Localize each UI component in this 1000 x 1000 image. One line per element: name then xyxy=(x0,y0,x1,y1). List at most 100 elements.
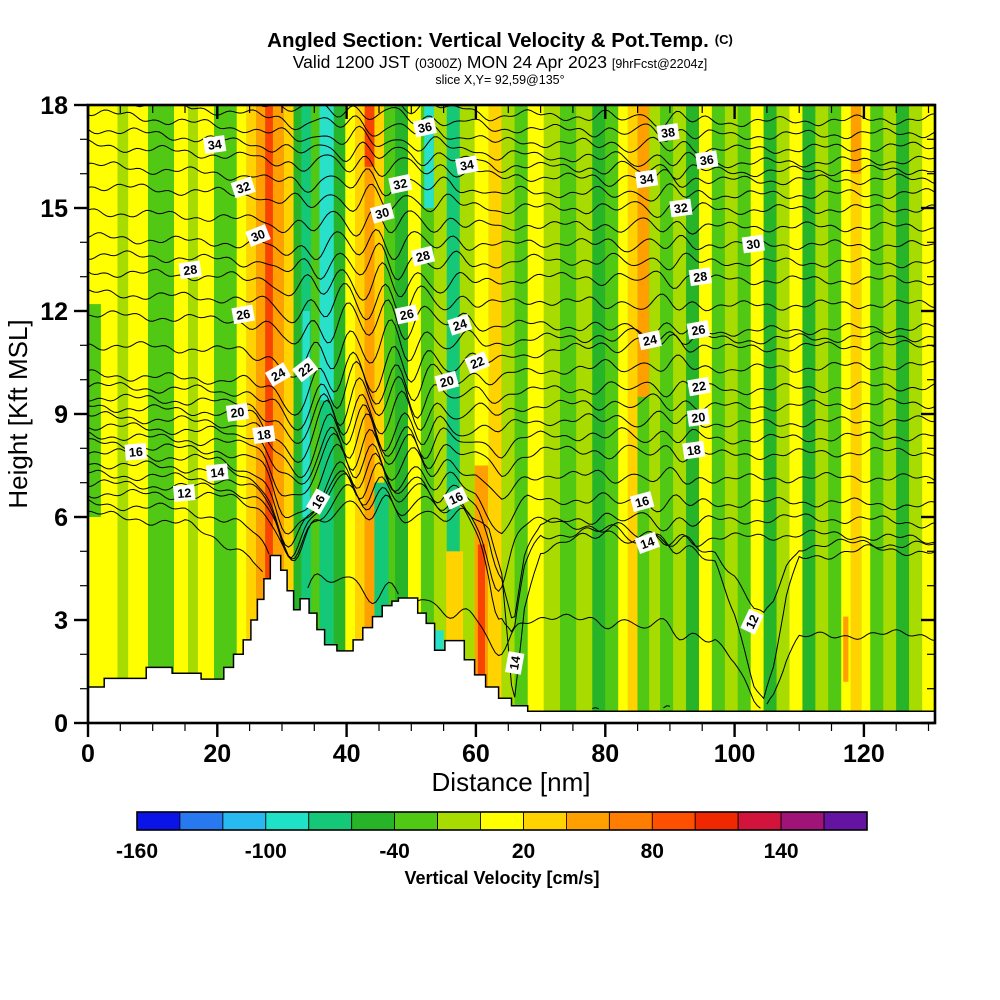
colorbar-tick-label: -100 xyxy=(245,840,287,863)
theta-contour-33 xyxy=(88,161,935,202)
contour-label-text: 38 xyxy=(660,125,676,141)
theta-contour-layer xyxy=(88,105,935,710)
y-tick-label: 3 xyxy=(54,607,68,635)
theta-contour-26 xyxy=(88,299,935,345)
velocity-band xyxy=(333,105,346,723)
contour-label: 34 xyxy=(455,155,479,175)
velocity-band xyxy=(246,105,257,723)
terrain-layer xyxy=(88,554,935,723)
theta-contour-16 xyxy=(88,448,935,535)
contour-label-text: 16 xyxy=(634,494,651,511)
colorbar-segment xyxy=(651,811,696,831)
contour-label-box xyxy=(291,356,319,383)
contour-label-box xyxy=(230,176,256,199)
contour-label-text: 26 xyxy=(399,307,416,324)
velocity-band xyxy=(618,105,628,723)
y-tick-label: 18 xyxy=(40,92,68,120)
contour-label-box xyxy=(225,402,250,422)
colorbar-frame xyxy=(136,811,868,831)
colorbar-segment xyxy=(136,811,181,831)
contour-label-box xyxy=(264,362,292,387)
contour-label-text: 12 xyxy=(743,613,762,632)
contour-label-box xyxy=(442,486,469,510)
contour-label-box xyxy=(741,234,765,254)
velocity-band xyxy=(501,105,515,723)
velocity-band xyxy=(514,105,528,723)
contour-label-text: 30 xyxy=(249,227,267,245)
contour-label-box xyxy=(434,370,460,392)
theta-contour-32 xyxy=(88,183,935,219)
contour-label-text: 26 xyxy=(235,307,251,323)
contour-label-text: 24 xyxy=(451,316,469,334)
contour-label-box xyxy=(634,531,660,554)
x-tick-label: 20 xyxy=(203,740,231,768)
velocity-band xyxy=(870,105,884,723)
velocity-band xyxy=(660,105,674,723)
theta-contour-38 xyxy=(259,105,935,142)
x-tick-label: 60 xyxy=(462,740,490,768)
colorbar-tick-label: -160 xyxy=(116,840,158,863)
x-axis-title: Distance [nm] xyxy=(432,767,591,797)
velocity-band xyxy=(148,105,174,723)
y-tick-label: 6 xyxy=(54,504,68,532)
theta-contour-25 xyxy=(88,319,935,378)
contour-label-box xyxy=(637,330,662,351)
contour-label: 32 xyxy=(388,173,413,195)
velocity-band xyxy=(815,105,829,723)
theta-contour-28 xyxy=(88,261,935,301)
velocity-band xyxy=(605,105,619,723)
velocity-band xyxy=(802,105,816,723)
velocity-band xyxy=(649,105,661,723)
contour-label-box xyxy=(245,224,271,247)
velocity-band xyxy=(374,105,385,723)
y-tick-label: 15 xyxy=(40,195,68,223)
theta-contour-29 xyxy=(88,242,935,281)
contour-label-box xyxy=(178,260,202,280)
contour-label: 14 xyxy=(205,463,229,482)
velocity-band xyxy=(364,105,375,167)
contour-label-text: 28 xyxy=(693,269,709,285)
valid-zulu: (0300Z) xyxy=(414,55,463,71)
colorbar-segment xyxy=(523,811,567,831)
contour-label-box xyxy=(203,135,227,154)
forecast-tag: [9hrFcst@2204z] xyxy=(611,56,708,71)
colorbar-segment xyxy=(566,811,610,831)
colorbar-segment xyxy=(437,811,481,831)
contour-label: 34 xyxy=(203,135,227,154)
contour-label-box xyxy=(231,304,256,325)
contour-label-text: 28 xyxy=(415,248,432,265)
theta-contour-17 xyxy=(88,438,935,519)
contour-label-box xyxy=(305,488,331,515)
velocity-band xyxy=(763,105,777,723)
valid-time-line: Valid 1200 JST (0300Z) MON 24 Apr 2023 [… xyxy=(0,52,1000,73)
contour-label: 36 xyxy=(412,117,437,138)
contour-label: 32 xyxy=(669,198,693,218)
velocity-band xyxy=(214,105,237,723)
theta-contour-15 xyxy=(88,460,935,619)
velocity-band xyxy=(861,105,871,723)
contour-label: 24 xyxy=(637,330,662,351)
contour-label-text: 32 xyxy=(235,179,253,197)
contour-label-box xyxy=(682,440,706,460)
contour-label: 22 xyxy=(291,356,319,383)
contour-label: 38 xyxy=(656,123,680,142)
contour-label-box xyxy=(412,117,437,138)
theta-contour-14 xyxy=(88,469,935,698)
contour-label-text: 34 xyxy=(207,137,223,153)
contour-label-box xyxy=(695,150,719,170)
colorbar-tick-label: 80 xyxy=(641,840,664,863)
contour-label-text: 14 xyxy=(507,655,523,671)
contour-label: 28 xyxy=(688,267,712,287)
contour-label: 26 xyxy=(394,304,419,325)
velocity-band xyxy=(841,105,851,723)
contour-label-box xyxy=(205,463,229,482)
x-tick-label: 80 xyxy=(591,740,619,768)
contour-label-text: 20 xyxy=(230,405,246,421)
contour-label: 26 xyxy=(231,304,256,325)
contour-label: 22 xyxy=(464,351,491,374)
copyright-mark: (C) xyxy=(714,32,733,47)
theta-contour-30 xyxy=(88,228,935,261)
y-axis-title: Height [Kft MSL] xyxy=(3,319,33,508)
contour-label-text: 14 xyxy=(210,465,225,480)
